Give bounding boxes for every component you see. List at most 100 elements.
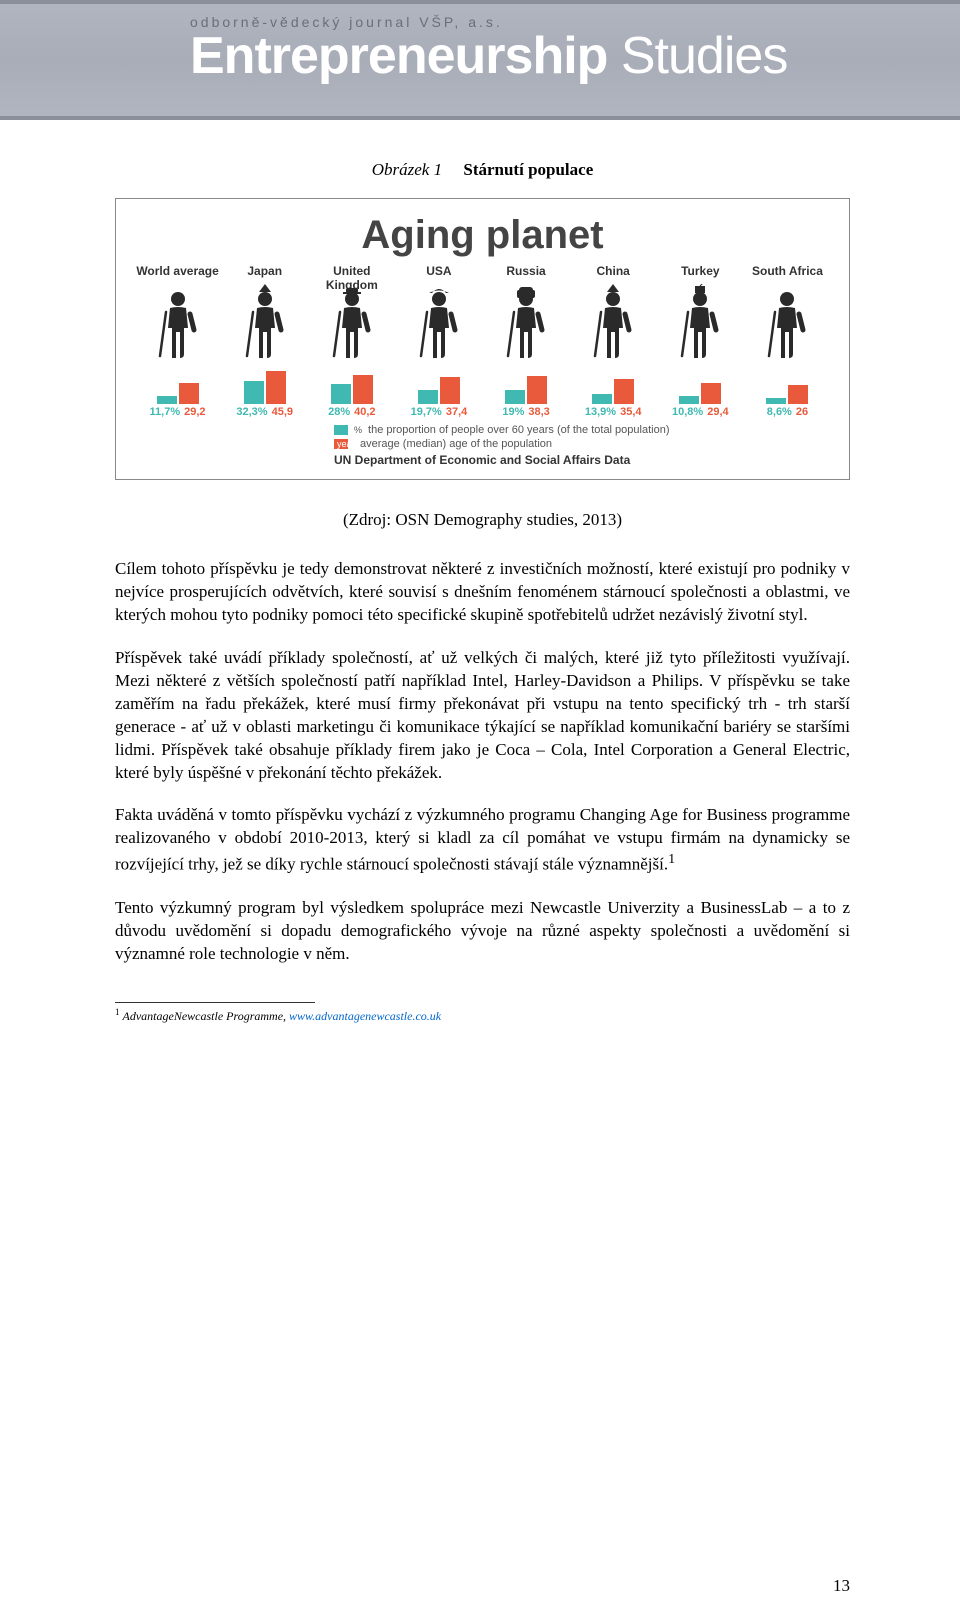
country-values: 8,6% 26 [767, 406, 808, 418]
age-value: 38,3 [528, 406, 549, 418]
person-icon [239, 284, 291, 362]
age-value: 37,4 [446, 406, 467, 418]
figure-title: Stárnutí populace [463, 160, 593, 179]
country-bars [418, 368, 460, 404]
proportion-bar [244, 381, 264, 404]
footnote-text: AdvantageNewcastle Programme, [123, 1009, 290, 1023]
aging-planet-infographic: Aging planet World average 11,7%29,2 Japan… [115, 198, 850, 480]
proportion-bar [157, 396, 177, 404]
countries-row: World average 11,7%29,2 Japan 32,3% 45,9 Unit… [134, 264, 831, 418]
body-paragraph: Fakta uváděná v tomto příspěvku vychází … [115, 804, 850, 876]
body-text: Cílem tohoto příspěvku je tedy demonstro… [115, 558, 850, 966]
header-title-part2: Studies [621, 27, 787, 85]
country-values: 13,9% 35,4 [585, 406, 642, 418]
country-col: Japan 32,3% 45,9 [221, 264, 308, 418]
person-icon [152, 284, 204, 362]
journal-header: odborně-vědecký journal VŠP, a.s. Entrep… [0, 0, 960, 120]
country-name: Russia [506, 264, 545, 278]
age-value: 40,2 [354, 406, 375, 418]
country-name: United Kingdom [308, 264, 395, 278]
legend-source: UN Department of Economic and Social Aff… [334, 453, 831, 467]
age-value: 35,4 [620, 406, 641, 418]
proportion-value: 13,9% [585, 406, 616, 418]
country-bars [592, 368, 634, 404]
age-bar [788, 385, 808, 404]
proportion-value: 8,6% [767, 406, 792, 418]
age-value: 45,9 [272, 406, 293, 418]
country-col: USA 19,7% 37,4 [395, 264, 482, 418]
proportion-value: 19,7% [411, 406, 442, 418]
age-bar [353, 375, 373, 404]
proportion-bar [418, 390, 438, 404]
country-values: 11,7%29,2 [150, 406, 206, 418]
country-col: United Kingdom 28% 40,2 [308, 264, 395, 418]
country-bars [244, 368, 286, 404]
header-title: Entrepreneurship Studies [190, 26, 960, 86]
page-content: Obrázek 1 Stárnutí populace Aging planet… [0, 120, 960, 1024]
age-bar [179, 383, 199, 404]
person-icon [500, 284, 552, 362]
footnote-link: www.advantagenewcastle.co.uk [289, 1009, 441, 1023]
country-name: USA [426, 264, 451, 278]
age-bar [701, 383, 721, 404]
proportion-bar [679, 396, 699, 404]
legend-proportion-text: the proportion of people over 60 years (… [368, 424, 669, 436]
country-col: Russia 19% 38,3 [483, 264, 570, 418]
proportion-value: 32,3% [236, 406, 267, 418]
legend-proportion-unit: % [354, 425, 362, 435]
proportion-value: 19% [502, 406, 524, 418]
country-name: Turkey [681, 264, 719, 278]
infographic-title: Aging planet [134, 213, 831, 258]
legend-age: years average (median) age of the popula… [334, 438, 831, 450]
proportion-bar [331, 384, 351, 404]
age-value: 29,2 [184, 406, 205, 418]
age-value: 26 [796, 406, 808, 418]
country-values: 32,3% 45,9 [236, 406, 293, 418]
country-bars [331, 368, 373, 404]
country-bars [505, 368, 547, 404]
proportion-bar [505, 390, 525, 404]
header-title-part1: Entrepreneurship [190, 27, 607, 85]
age-bar [440, 377, 460, 404]
proportion-value: 10,8% [672, 406, 703, 418]
country-bars [157, 368, 199, 404]
body-paragraph: Příspěvek také uvádí příklady společnost… [115, 647, 850, 785]
proportion-bar [592, 394, 612, 404]
source-line: (Zdroj: OSN Demography studies, 2013) [115, 510, 850, 530]
footnote: 1 AdvantageNewcastle Programme, www.adva… [115, 1007, 850, 1024]
country-values: 19% 38,3 [502, 406, 549, 418]
country-name: Japan [247, 264, 282, 278]
person-icon [413, 284, 465, 362]
figure-label: Obrázek 1 [372, 160, 442, 179]
age-bar [266, 371, 286, 404]
body-paragraph: Tento výzkumný program byl výsledkem spo… [115, 897, 850, 966]
proportion-bar [766, 398, 786, 404]
figure-caption: Obrázek 1 Stárnutí populace [115, 160, 850, 180]
proportion-value: 11,7% [150, 406, 181, 418]
country-col: China 13,9% 35,4 [570, 264, 657, 418]
proportion-value: 28% [328, 406, 350, 418]
person-icon [761, 284, 813, 362]
footnote-rule [115, 1002, 315, 1003]
country-bars [679, 368, 721, 404]
age-bar [527, 376, 547, 404]
country-values: 10,8% 29,4 [672, 406, 729, 418]
country-bars [766, 368, 808, 404]
country-col: World average 11,7%29,2 [134, 264, 221, 418]
country-col: South Africa8,6%26 [744, 264, 831, 418]
legend-age-text: average (median) age of the population [360, 438, 552, 450]
country-values: 19,7% 37,4 [411, 406, 468, 418]
country-values: 28% 40,2 [328, 406, 375, 418]
body-paragraph: Cílem tohoto příspěvku je tedy demonstro… [115, 558, 850, 627]
legend-proportion: % the proportion of people over 60 years… [334, 424, 831, 436]
infographic-legend: % the proportion of people over 60 years… [134, 424, 831, 467]
country-name: World average [136, 264, 218, 278]
proportion-swatch [334, 425, 348, 435]
footnote-number: 1 [115, 1007, 120, 1017]
country-name: China [597, 264, 630, 278]
age-value: 29,4 [707, 406, 728, 418]
page-number: 13 [833, 1576, 850, 1596]
person-icon [587, 284, 639, 362]
footnote-ref: 1 [668, 851, 675, 867]
country-col: Turkey 10,8% 29,4 [657, 264, 744, 418]
